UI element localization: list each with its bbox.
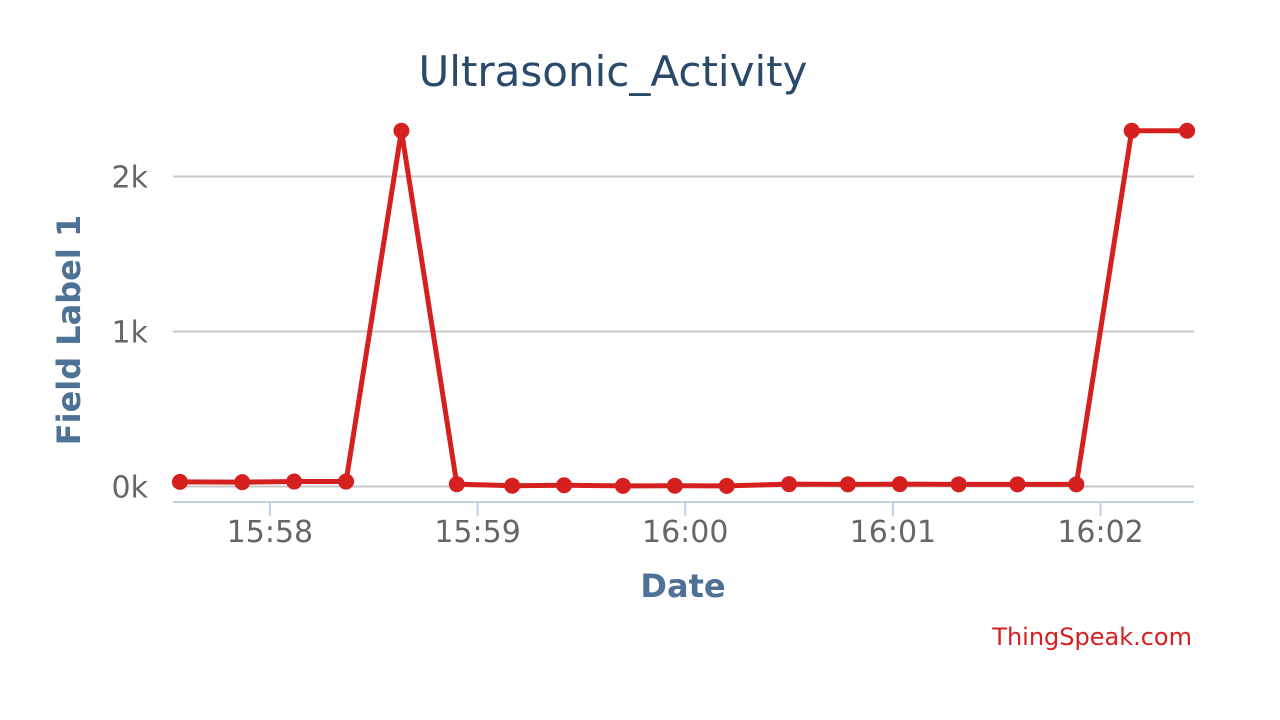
x-axis: [173, 501, 1194, 516]
thingspeak-credit-link[interactable]: ThingSpeak.com: [991, 623, 1192, 651]
grid-lines: [173, 175, 1194, 488]
y-tick-label: 0k: [112, 471, 149, 506]
data-point: [393, 122, 410, 139]
data-point: [950, 476, 967, 493]
y-axis-title[interactable]: Field Label 1: [50, 215, 88, 446]
x-tick-label: 16:00: [642, 515, 728, 550]
series-line: [179, 128, 1188, 489]
data-point: [286, 473, 303, 490]
y-tick-label: 1k: [112, 316, 149, 351]
data-point: [666, 477, 683, 494]
data-point: [614, 477, 631, 494]
data-point: [171, 473, 188, 490]
x-tick-label: 15:58: [227, 515, 313, 550]
x-tick-label: 15:59: [434, 515, 520, 550]
x-axis-labels: 15:58 15:59 16:00 16:01 16:02: [227, 515, 1144, 550]
x-axis-title: Date: [640, 567, 725, 605]
data-point: [781, 476, 798, 493]
y-tick-label: 2k: [112, 161, 149, 196]
data-point: [1123, 122, 1140, 139]
data-point: [338, 473, 355, 490]
data-point: [556, 477, 573, 494]
data-point: [718, 477, 735, 494]
chart-title: Ultrasonic_Activity: [419, 47, 808, 96]
y-axis: 0k 1k 2k: [112, 161, 149, 506]
x-tick-label: 16:01: [850, 515, 936, 550]
data-point: [504, 477, 521, 494]
data-point: [891, 476, 908, 493]
series-layer: [171, 122, 1196, 494]
data-point: [234, 474, 251, 491]
data-point: [839, 476, 856, 493]
data-point: [1068, 476, 1085, 493]
data-point: [1009, 476, 1026, 493]
x-tick-label: 16:02: [1057, 515, 1143, 550]
data-point: [1179, 122, 1196, 139]
data-point: [448, 476, 465, 493]
